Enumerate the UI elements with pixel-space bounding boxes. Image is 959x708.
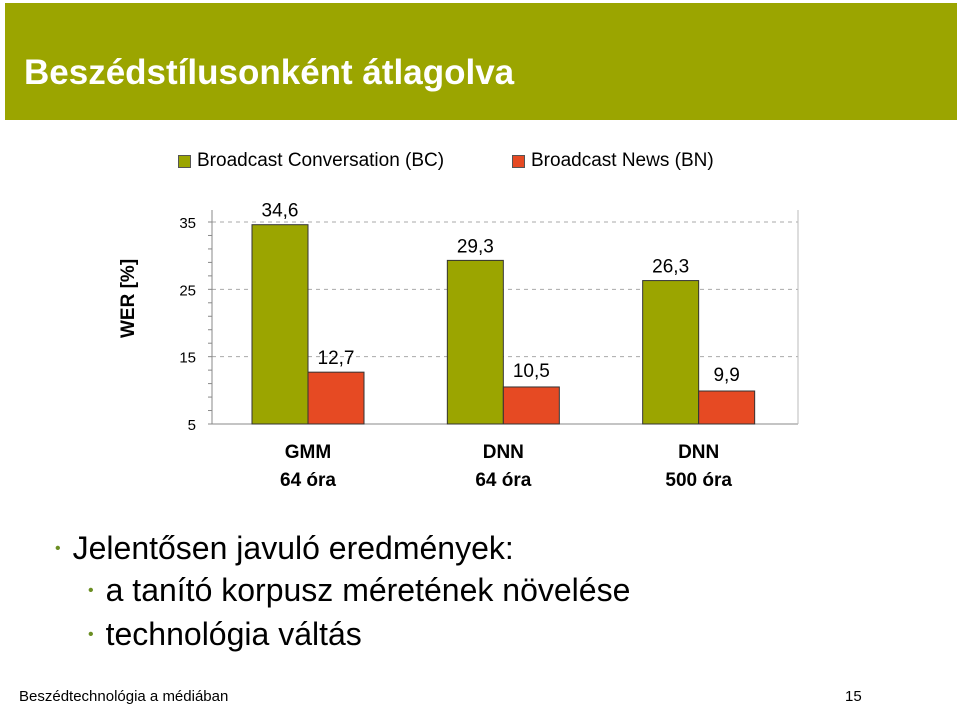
legend-label-bc: Broadcast Conversation (BC) xyxy=(197,150,445,171)
bar-bc xyxy=(251,224,309,425)
bar-bn xyxy=(698,390,756,425)
data-label: 10,5 xyxy=(513,361,550,382)
y-tick-label: 25 xyxy=(179,282,196,299)
y-tick-label: 15 xyxy=(179,350,196,367)
slide-title: Beszédstílusonként átlagolva xyxy=(24,53,515,92)
legend-swatch-bc xyxy=(178,154,191,168)
legend-item-bn: Broadcast News (BN) xyxy=(512,150,714,172)
bullet-text: technológia váltás xyxy=(105,616,362,652)
bar-bc xyxy=(642,280,700,425)
y-tick-label: 5 xyxy=(188,417,196,434)
bar-bc xyxy=(446,259,504,425)
title-bar: Beszédstílusonként átlagolva xyxy=(5,3,957,120)
data-label: 9,9 xyxy=(713,365,739,386)
sub-bullet-item: • technológia váltás xyxy=(88,616,362,653)
legend-label-bn: Broadcast News (BN) xyxy=(531,150,714,171)
bar-bn xyxy=(307,371,365,425)
legend-item-bc: Broadcast Conversation (BC) xyxy=(178,150,444,172)
page-number: 15 xyxy=(845,688,862,705)
data-label: 26,3 xyxy=(652,257,689,278)
legend-swatch-bn xyxy=(512,154,525,168)
data-label: 34,6 xyxy=(262,201,299,222)
bullet-text: Jelentősen javuló eredmények: xyxy=(72,530,514,566)
bullet-item: • Jelentősen javuló eredmények: xyxy=(55,530,514,567)
x-tick-label-sub: 500 óra xyxy=(665,470,732,491)
x-tick-label-sub: 64 óra xyxy=(475,470,531,491)
x-tick-label: DNN xyxy=(483,442,524,463)
x-tick-label: DNN xyxy=(678,442,719,463)
data-label: 12,7 xyxy=(318,348,355,369)
bullet-icon: • xyxy=(88,581,94,599)
data-label: 29,3 xyxy=(457,236,494,257)
sub-bullet-item: • a tanító korpusz méretének növelése xyxy=(88,572,630,609)
x-tick-label: GMM xyxy=(285,442,331,463)
footer-text: Beszédtechnológia a médiában xyxy=(19,688,229,705)
bullet-icon: • xyxy=(55,539,61,557)
x-tick-label-sub: 64 óra xyxy=(280,470,336,491)
bullet-text: a tanító korpusz méretének növelése xyxy=(105,572,631,608)
bar-bn xyxy=(502,386,560,425)
wer-bar-chart: 35 25 15 5 34,6 12,7 GMM 64 óra 29,3 10,5 DNN 64 ór… xyxy=(179,201,799,491)
bullet-icon: • xyxy=(88,625,94,643)
y-tick-label: 35 xyxy=(179,215,196,232)
